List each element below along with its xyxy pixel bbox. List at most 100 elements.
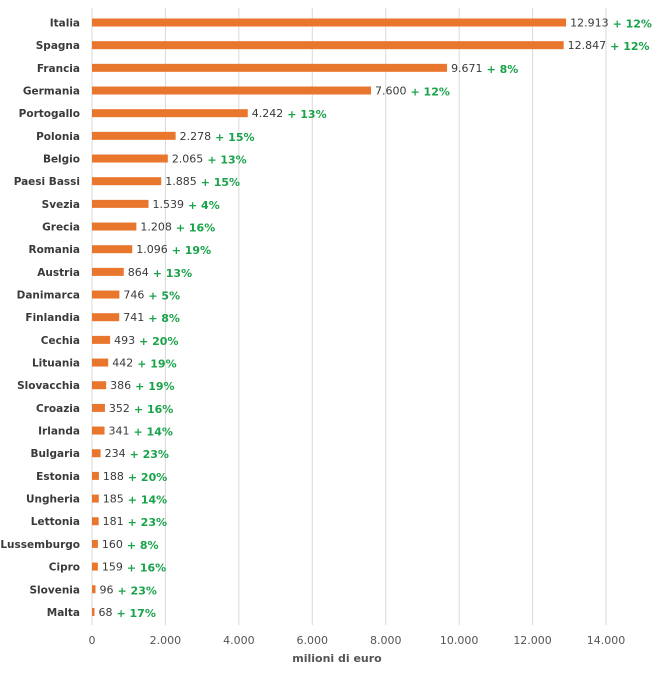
bar [92, 426, 105, 435]
value-label: 352 [109, 402, 130, 415]
value-label: 741 [123, 311, 144, 324]
bar [92, 471, 99, 480]
change-label: + 12% [411, 86, 450, 99]
category-label: Malta [47, 607, 80, 619]
bar [92, 199, 149, 208]
bar [92, 267, 124, 276]
category-label: Francia [37, 63, 80, 75]
bar [92, 63, 448, 72]
change-label: + 23% [130, 448, 169, 461]
category-label: Polonia [36, 131, 80, 143]
x-tick-label: 14.000 [587, 634, 626, 647]
value-label: 7.600 [375, 85, 407, 98]
x-tick-label: 0 [89, 634, 96, 647]
change-label: + 17% [116, 607, 155, 620]
change-label: + 14% [128, 494, 167, 507]
value-label: 185 [103, 493, 124, 506]
category-label: Slovenia [29, 584, 80, 596]
bar [92, 177, 162, 186]
bar [92, 517, 99, 526]
bar [92, 222, 137, 231]
change-label: + 15% [215, 131, 254, 144]
category-label: Spagna [36, 40, 80, 52]
bar [92, 86, 372, 95]
value-label: 2.065 [172, 153, 204, 166]
data-labels: 12.913 + 12%12.847 + 12%9.671 + 8%7.600 + 12… [98, 17, 651, 620]
category-label: Lituania [32, 358, 80, 370]
change-label: + 15% [201, 176, 240, 189]
x-tick-label: 8.000 [370, 634, 402, 647]
bar [92, 449, 101, 458]
category-label: Estonia [36, 471, 80, 483]
x-tick-label: 4.000 [223, 634, 255, 647]
change-label: + 23% [118, 584, 157, 597]
bar [92, 494, 99, 503]
category-label: Cipro [49, 562, 80, 574]
value-label: 493 [114, 334, 135, 347]
category-label: Lettonia [31, 516, 80, 528]
bar [92, 109, 248, 118]
value-label: 1.885 [165, 175, 197, 188]
x-tick-label: 12.000 [513, 634, 552, 647]
change-label: + 13% [287, 108, 326, 121]
value-label: 2.278 [180, 130, 212, 143]
bar [92, 607, 95, 616]
category-label: Slovacchia [17, 380, 80, 392]
change-label: + 16% [134, 403, 173, 416]
category-label: Danimarca [17, 290, 80, 302]
category-labels: Italia Spagna Francia Germania Portogallo Pol… [0, 18, 80, 619]
category-label: Belgio [43, 154, 80, 166]
change-label: + 13% [207, 154, 246, 167]
bar [92, 245, 133, 254]
bar [92, 18, 567, 27]
category-label: Lussemburgo [0, 539, 80, 551]
bar [92, 335, 111, 344]
change-label: + 12% [613, 18, 652, 31]
category-label: Bulgaria [30, 448, 80, 460]
bar [92, 381, 107, 390]
value-label: 188 [103, 470, 124, 483]
value-label: 341 [109, 425, 130, 438]
bar [92, 539, 98, 548]
value-label: 864 [128, 266, 149, 279]
category-label: Paesi Bassi [14, 176, 80, 188]
category-label: Portogallo [19, 108, 80, 120]
category-label: Croazia [36, 403, 80, 415]
category-label: Grecia [42, 222, 80, 234]
value-label: 4.242 [252, 107, 284, 120]
change-label: + 23% [128, 516, 167, 529]
value-label: 1.208 [140, 221, 172, 234]
value-label: 160 [102, 538, 123, 551]
change-label: + 19% [135, 380, 174, 393]
bar [92, 562, 98, 571]
change-label: + 16% [176, 222, 215, 235]
value-label: 68 [98, 606, 112, 619]
x-tick-label: 10.000 [440, 634, 479, 647]
value-label: 234 [105, 447, 126, 460]
bar [92, 290, 120, 299]
change-label: + 8% [127, 539, 159, 552]
bar [92, 358, 109, 367]
value-label: 1.096 [136, 243, 168, 256]
change-label: + 4% [188, 199, 220, 212]
value-label: 12.847 [568, 39, 607, 52]
change-label: + 19% [137, 358, 176, 371]
value-label: 442 [112, 357, 133, 370]
change-label: + 8% [487, 63, 519, 76]
bars [92, 18, 567, 616]
bar [92, 154, 168, 163]
category-label: Germania [23, 86, 80, 98]
change-label: + 16% [127, 562, 166, 575]
value-label: 12.913 [570, 17, 609, 30]
change-label: + 5% [148, 290, 180, 303]
value-label: 1.539 [153, 198, 185, 211]
category-label: Irlanda [38, 426, 80, 438]
change-label: + 14% [134, 426, 173, 439]
category-label: Austria [37, 267, 80, 279]
change-label: + 13% [153, 267, 192, 280]
category-label: Cechia [41, 335, 80, 347]
change-label: + 20% [139, 335, 178, 348]
x-tick-labels: 0 2.000 4.000 6.000 8.000 10.000 12.000 14.000 [89, 634, 626, 647]
bar [92, 131, 176, 140]
